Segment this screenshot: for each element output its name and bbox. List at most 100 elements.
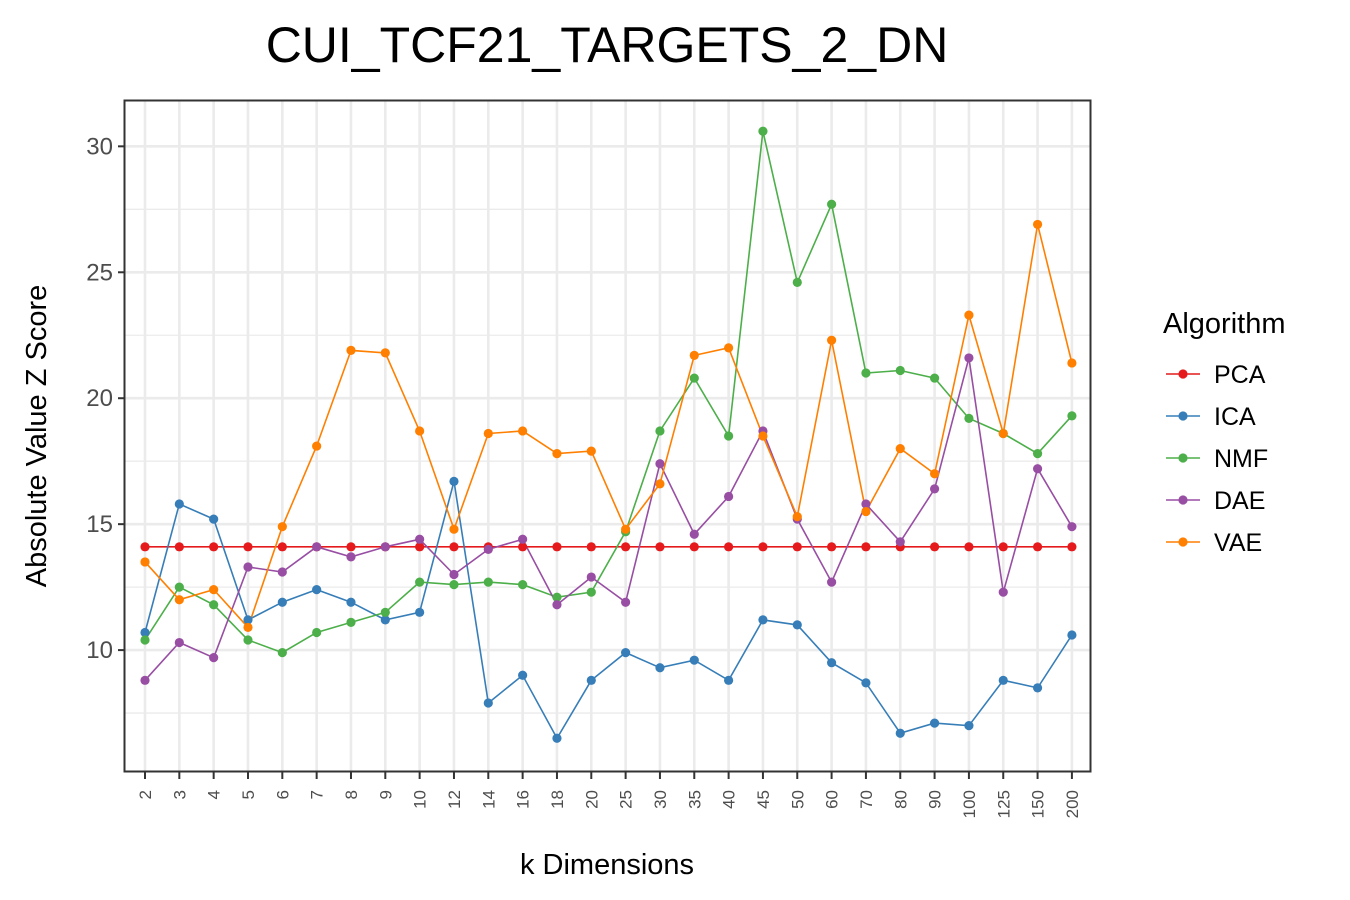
data-point-vae [140,557,150,567]
legend-label-nmf: NMF [1214,445,1268,473]
x-tick-label: 20 [582,790,601,809]
data-point-ica [689,655,699,665]
data-point-nmf [243,635,253,645]
data-point-vae [655,479,665,489]
data-point-pca [209,542,219,552]
data-point-vae [483,428,493,439]
data-point-pca [689,542,699,552]
data-point-dae [655,459,665,469]
data-point-dae [449,569,459,580]
data-point-dae [209,653,219,663]
data-point-pca [518,542,528,552]
data-point-vae [689,350,699,360]
data-point-nmf [929,373,940,383]
data-point-vae [415,426,425,436]
series-line-dae [144,357,1073,681]
data-point-dae [483,544,493,554]
data-point-nmf [140,635,150,645]
data-point-ica [964,721,974,731]
x-tick-label: 35 [685,790,704,809]
data-point-dae [964,353,974,363]
data-point-nmf [758,126,768,136]
legend-key-point-ica [1178,411,1188,421]
data-point-nmf [827,199,837,209]
x-tick-label: 10 [411,790,430,809]
x-tick-label: 125 [994,790,1013,818]
data-point-nmf [964,413,974,423]
data-point-pca [998,542,1008,552]
data-point-ica [895,728,905,738]
data-point-vae [724,343,734,353]
legend-label-vae: VAE [1214,529,1262,557]
x-tick-label: 90 [926,790,945,809]
y-axis: 10 15 20 25 30 [86,133,125,664]
data-point-pca [655,542,665,552]
data-point-pca [929,542,940,552]
data-point-dae [895,537,905,547]
x-tick-label: 4 [205,790,224,799]
data-point-ica [415,607,425,617]
y-tick-label: 25 [86,259,113,286]
data-point-vae [243,622,253,633]
data-point-dae [277,567,287,577]
data-point-ica [518,670,528,680]
data-point-nmf [792,277,802,287]
data-point-ica [380,615,390,625]
legend-label-dae: DAE [1214,487,1265,515]
series-line-nmf [144,131,1073,654]
data-point-dae [998,587,1008,597]
x-tick-label: 25 [617,790,636,809]
x-axis: 2 3 4 5 6 7 8 9 10 12 14 16 18 20 25 30 35 40 45 50 60 70 80 90… [136,771,1082,818]
y-tick-label: 10 [86,637,113,664]
data-point-nmf [277,648,287,658]
data-point-nmf [724,431,734,441]
data-point-ica [552,733,562,743]
legend-key-point-dae [1178,495,1188,505]
legend: Algorithm PCA ICA NMF DAE VAE [1163,308,1286,557]
series-line-vae [144,224,1073,629]
data-point-pca [243,542,253,552]
data-point-nmf [449,580,459,590]
legend-items: PCA ICA NMF DAE VAE [1166,361,1268,557]
plot-panel-border [123,99,1092,773]
data-point-vae [1032,219,1043,230]
data-point-ica [449,476,459,486]
data-point-vae [277,522,287,532]
data-point-pca [449,542,459,552]
data-point-ica [277,597,287,607]
data-point-pca [861,542,871,552]
data-point-nmf [483,577,493,587]
data-point-dae [1032,464,1043,474]
data-point-ica [312,585,322,595]
data-point-vae [174,595,184,605]
legend-key-point-vae [1178,537,1188,547]
x-tick-label: 12 [445,790,464,809]
data-point-ica [998,675,1008,685]
x-tick-label: 9 [376,790,395,799]
data-point-dae [312,542,322,552]
x-tick-label: 5 [239,790,258,799]
x-tick-label: 8 [342,790,361,799]
data-point-pca [174,542,184,552]
data-point-ica [586,675,596,685]
data-point-vae [758,431,768,441]
x-tick-label: 100 [960,790,979,818]
data-point-vae [449,524,459,534]
x-tick-label: 200 [1063,790,1082,818]
data-point-dae [929,484,940,494]
data-point-dae [415,534,425,544]
data-point-dae [380,542,390,552]
data-point-ica [655,663,665,673]
data-point-dae [1067,522,1077,532]
data-point-nmf [1032,449,1043,459]
data-point-vae [209,585,219,595]
data-point-ica [827,658,837,668]
data-point-ica [621,648,631,658]
data-point-pca [1067,542,1077,552]
data-point-dae [174,637,184,648]
series-line-ica [144,481,1073,740]
data-point-ica [1032,683,1043,693]
x-tick-label: 18 [548,790,567,809]
